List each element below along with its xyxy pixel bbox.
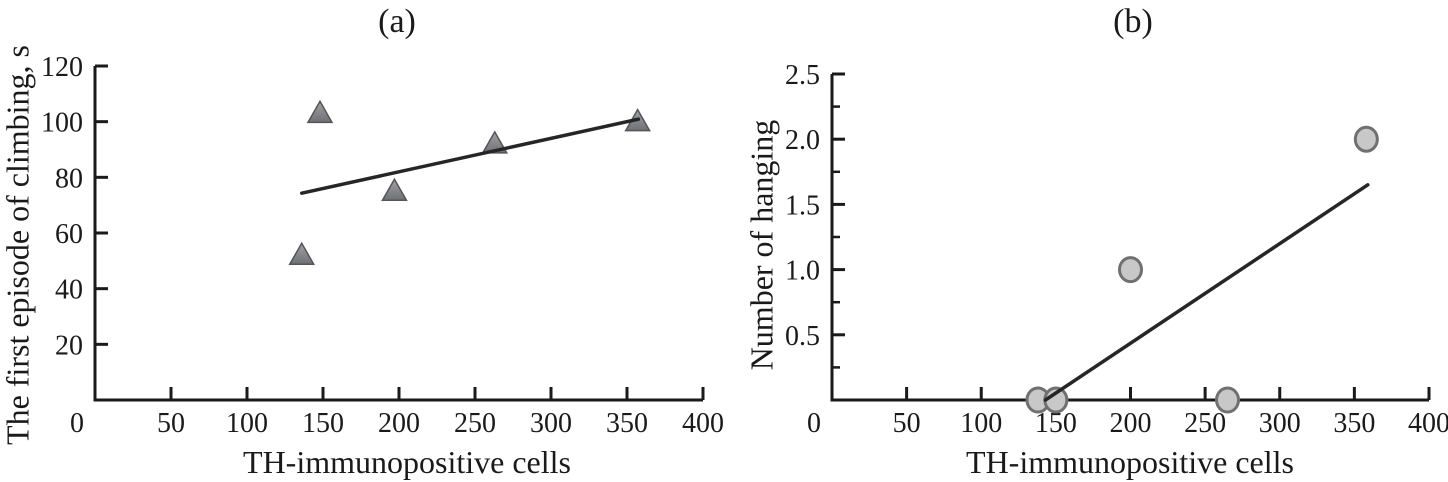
axis-lines [93,66,703,402]
data-point-circle [1215,386,1241,414]
data-point-circle [1353,125,1379,153]
x-tick-label: 300 [530,408,572,439]
x-tick-label: 200 [378,408,420,439]
data-point-triangle [381,177,408,201]
panel-a-plot-area: 0 50 100 150 200 250 300 350 400 20 40 60 80 100 120 [41,52,724,439]
x-tick-label: 300 [1259,408,1301,439]
y-tick-label: 1.0 [785,256,820,287]
axis-lines [830,74,1429,402]
x-tick-label: 400 [682,408,724,439]
panel-a: (a) The first episode of climbing, s TH-… [0,3,724,480]
y-tick-label: 2.5 [785,60,820,91]
x-tick-label: 250 [454,408,496,439]
y-tick-label: 60 [55,219,83,250]
y-tick-label: 120 [41,52,83,83]
y-tick-label: 1.5 [785,190,820,221]
x-tick-label: 400 [1408,408,1448,439]
x-tick-label: 0 [70,408,84,439]
data-point-triangle [306,99,334,124]
panel-a-title: (a) [378,3,416,40]
x-tick-label: 200 [1110,408,1152,439]
y-tick-label: 80 [55,163,83,194]
panel-b-title: (b) [1113,3,1153,40]
y-tick-label: 0.5 [785,321,820,352]
y-tick-label: 100 [41,108,83,139]
y-tick-label: 2.0 [785,125,820,156]
trend-line [1043,183,1370,402]
x-tick-label: 150 [302,408,344,439]
y-tick-label: 20 [55,330,83,361]
panel-a-x-axis-label: TH-immunopositive cells [243,444,571,480]
x-tick-label: 350 [1333,408,1375,439]
data-point-circle [1118,256,1143,284]
x-tick-label: 50 [157,408,185,439]
x-tick-label: 250 [1184,408,1226,439]
trend-line [299,117,641,195]
x-tick-label: 350 [606,408,648,439]
panel-b-x-axis-label: TH-immunopositive cells [966,444,1294,480]
y-tick-label: 40 [55,275,83,306]
panel-b: (b) Number of hanging TH-immunopositive … [724,0,1448,482]
x-tick-label: 0 [807,408,821,439]
data-point-triangle [288,241,316,266]
x-tick-label: 50 [893,408,921,439]
x-tick-label: 100 [960,408,1002,439]
x-tick-label: 100 [226,408,268,439]
